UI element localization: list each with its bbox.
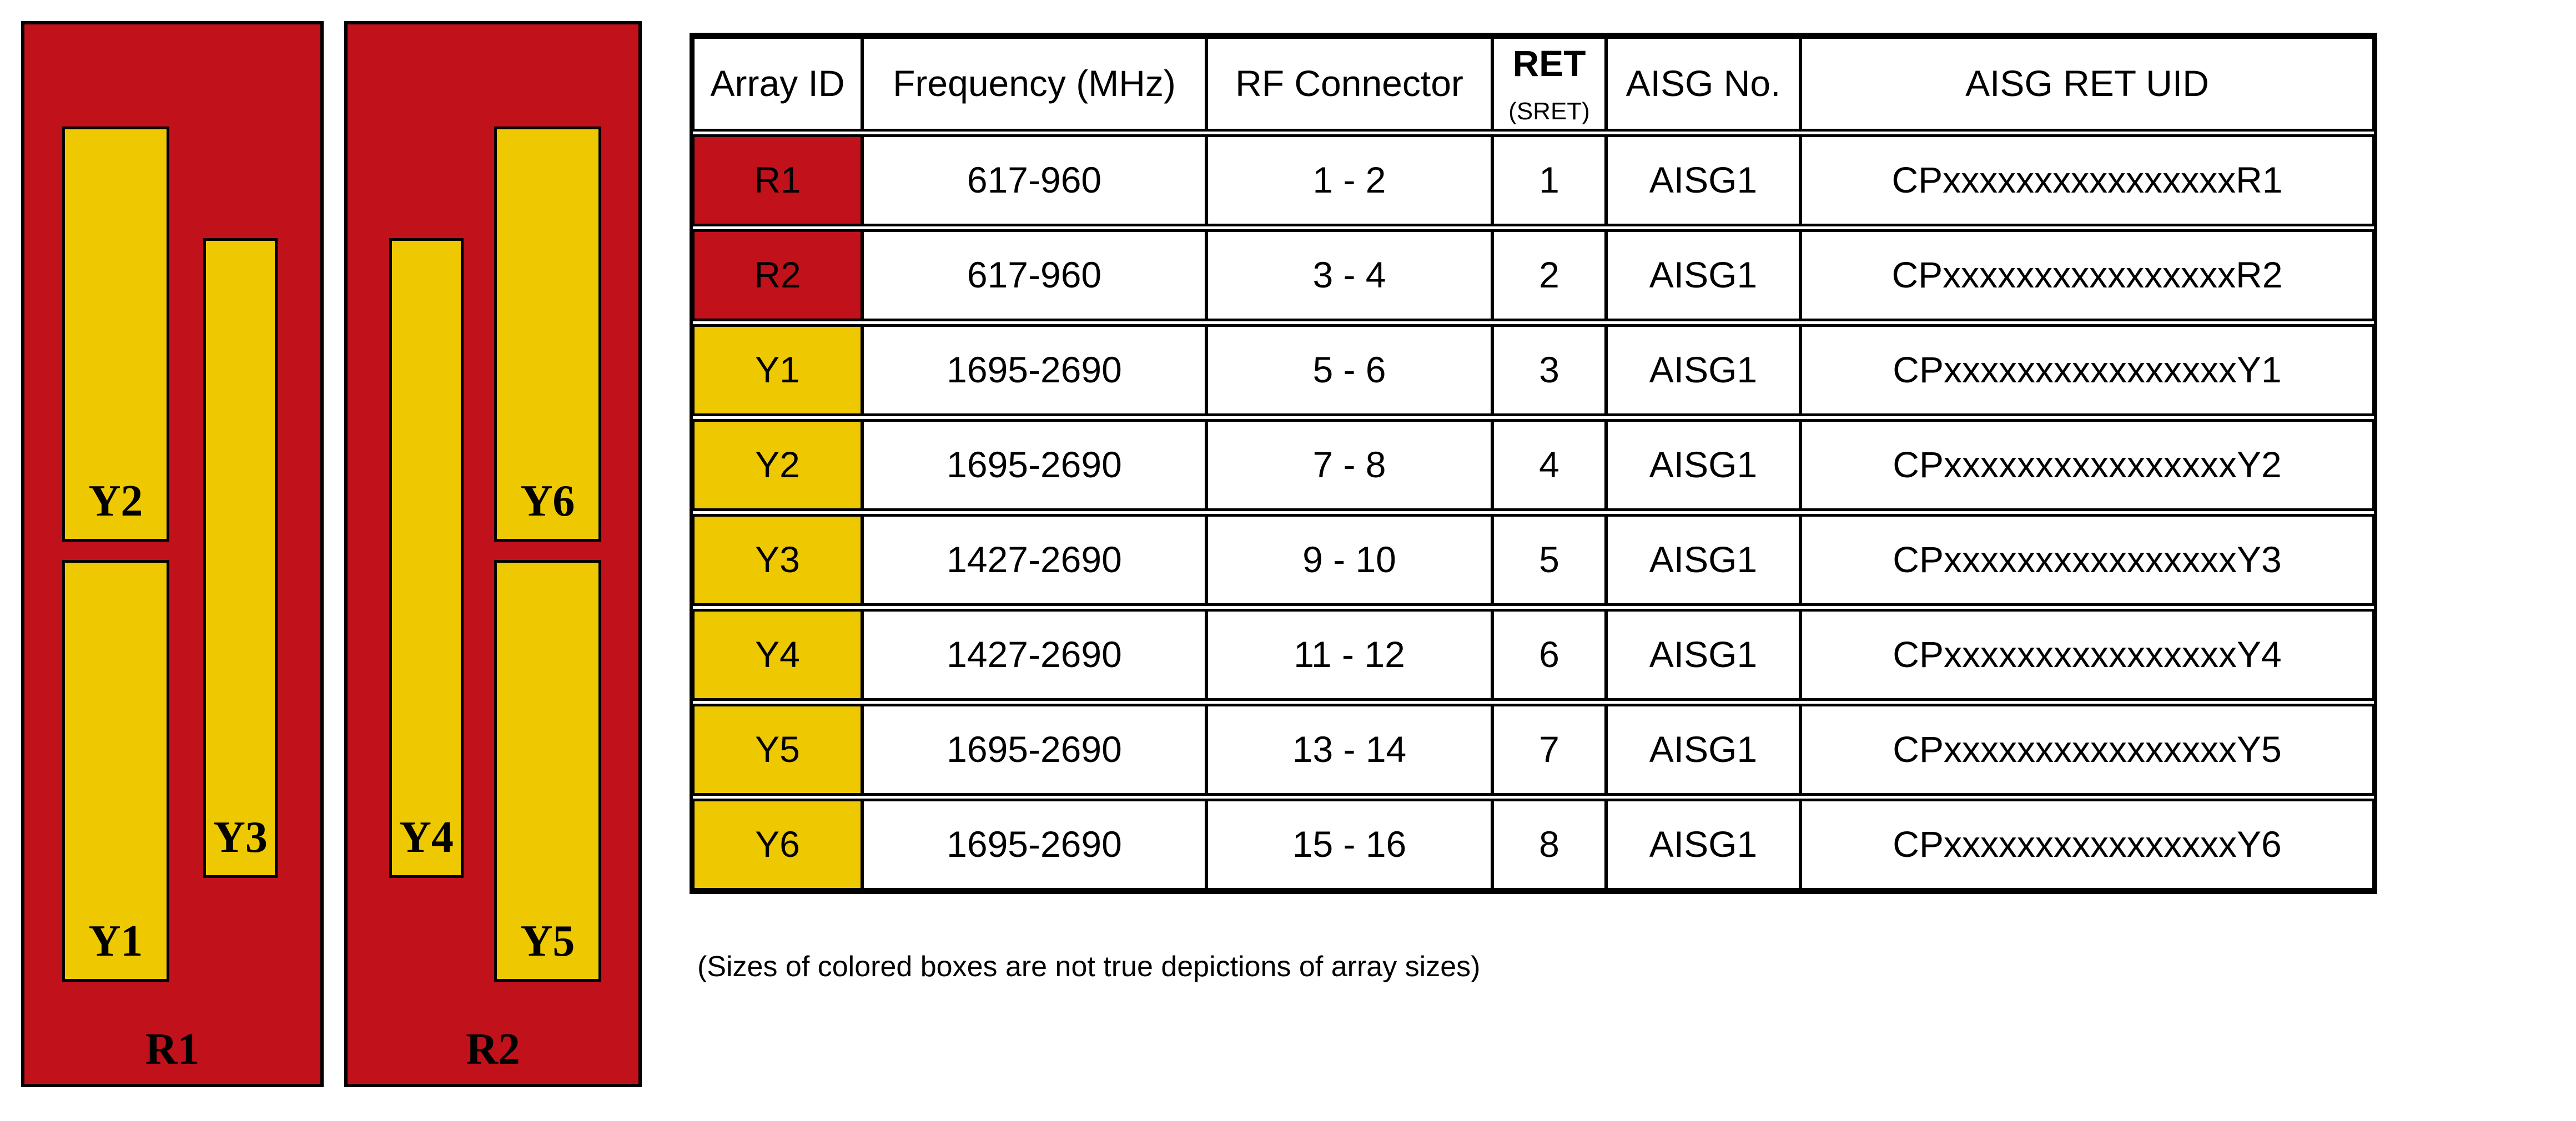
cell-aisg-ret-uid: CPxxxxxxxxxxxxxxxxY1: [1800, 324, 2374, 416]
array-box-y1: Y1: [62, 560, 169, 982]
cell-rf-connector: 1 - 2: [1206, 134, 1492, 226]
cell-aisg-ret-uid: CPxxxxxxxxxxxxxxxxR2: [1800, 229, 2374, 321]
cell-ret: 2: [1492, 229, 1606, 321]
cell-rf-connector: 9 - 10: [1206, 514, 1492, 606]
cell-array-id: R2: [693, 229, 862, 321]
cell-aisg-ret-uid: CPxxxxxxxxxxxxxxxxY6: [1800, 799, 2374, 891]
table-row-r2: R2 617-960 3 - 4 2 AISG1 CPxxxxxxxxxxxxx…: [693, 229, 2374, 321]
panel-r2-label: R2: [466, 1025, 520, 1074]
cell-aisg-no: AISG1: [1606, 704, 1800, 796]
table-row-y4: Y4 1427-2690 11 - 12 6 AISG1 CPxxxxxxxxx…: [693, 609, 2374, 701]
header-aisg-ret-uid: AISG RET UID: [1800, 36, 2374, 132]
cell-frequency: 617-960: [862, 229, 1206, 321]
header-frequency: Frequency (MHz): [862, 36, 1206, 132]
array-box-y6: Y6: [494, 127, 601, 542]
cell-aisg-ret-uid: CPxxxxxxxxxxxxxxxxY5: [1800, 704, 2374, 796]
cell-frequency: 1695-2690: [862, 704, 1206, 796]
cell-aisg-no: AISG1: [1606, 324, 1800, 416]
cell-aisg-no: AISG1: [1606, 514, 1800, 606]
table-header-row: Array ID Frequency (MHz) RF Connector RE…: [693, 36, 2374, 132]
cell-frequency: 617-960: [862, 134, 1206, 226]
table-row-y1: Y1 1695-2690 5 - 6 3 AISG1 CPxxxxxxxxxxx…: [693, 324, 2374, 416]
cell-rf-connector: 13 - 14: [1206, 704, 1492, 796]
cell-aisg-no: AISG1: [1606, 419, 1800, 511]
antenna-panel-r2: Y6 Y5 Y4 R2: [344, 21, 642, 1087]
array-box-y2-label: Y2: [88, 477, 143, 526]
header-ret-main: RET: [1512, 43, 1586, 84]
cell-rf-connector: 11 - 12: [1206, 609, 1492, 701]
size-disclaimer-footnote: (Sizes of colored boxes are not true dep…: [697, 951, 1481, 983]
cell-array-id: R1: [693, 134, 862, 226]
cell-aisg-ret-uid: CPxxxxxxxxxxxxxxxxY2: [1800, 419, 2374, 511]
table-row-y5: Y5 1695-2690 13 - 14 7 AISG1 CPxxxxxxxxx…: [693, 704, 2374, 796]
cell-rf-connector: 15 - 16: [1206, 799, 1492, 891]
table-row-y2: Y2 1695-2690 7 - 8 4 AISG1 CPxxxxxxxxxxx…: [693, 419, 2374, 511]
array-box-y6-label: Y6: [520, 477, 575, 526]
cell-array-id: Y4: [693, 609, 862, 701]
cell-aisg-no: AISG1: [1606, 134, 1800, 226]
antenna-panel-r1: Y2 Y1 Y3 R1: [21, 21, 324, 1087]
cell-ret: 1: [1492, 134, 1606, 226]
header-ret-sub: (SRET): [1508, 97, 1590, 125]
cell-frequency: 1427-2690: [862, 514, 1206, 606]
cell-ret: 7: [1492, 704, 1606, 796]
cell-aisg-ret-uid: CPxxxxxxxxxxxxxxxxY3: [1800, 514, 2374, 606]
cell-ret: 4: [1492, 419, 1606, 511]
cell-aisg-ret-uid: CPxxxxxxxxxxxxxxxxY4: [1800, 609, 2374, 701]
array-box-y5-label: Y5: [520, 917, 575, 966]
cell-frequency: 1695-2690: [862, 324, 1206, 416]
cell-rf-connector: 3 - 4: [1206, 229, 1492, 321]
array-box-y3: Y3: [203, 238, 278, 878]
cell-aisg-no: AISG1: [1606, 609, 1800, 701]
cell-frequency: 1695-2690: [862, 419, 1206, 511]
array-box-y2: Y2: [62, 127, 169, 542]
cell-aisg-no: AISG1: [1606, 229, 1800, 321]
array-spec-table: Array ID Frequency (MHz) RF Connector RE…: [690, 33, 2377, 894]
array-box-y3-label: Y3: [213, 813, 268, 862]
header-array-id: Array ID: [693, 36, 862, 132]
cell-ret: 5: [1492, 514, 1606, 606]
cell-array-id: Y6: [693, 799, 862, 891]
array-box-y1-label: Y1: [88, 917, 143, 966]
cell-rf-connector: 5 - 6: [1206, 324, 1492, 416]
panel-r1-label: R1: [145, 1025, 200, 1074]
cell-aisg-no: AISG1: [1606, 799, 1800, 891]
cell-ret: 8: [1492, 799, 1606, 891]
cell-array-id: Y5: [693, 704, 862, 796]
cell-array-id: Y3: [693, 514, 862, 606]
table-row-y3: Y3 1427-2690 9 - 10 5 AISG1 CPxxxxxxxxxx…: [693, 514, 2374, 606]
header-rf-connector: RF Connector: [1206, 36, 1492, 132]
header-ret: RET (SRET): [1492, 36, 1606, 132]
cell-array-id: Y1: [693, 324, 862, 416]
cell-aisg-ret-uid: CPxxxxxxxxxxxxxxxxR1: [1800, 134, 2374, 226]
cell-rf-connector: 7 - 8: [1206, 419, 1492, 511]
cell-ret: 6: [1492, 609, 1606, 701]
cell-frequency: 1427-2690: [862, 609, 1206, 701]
table-row-r1: R1 617-960 1 - 2 1 AISG1 CPxxxxxxxxxxxxx…: [693, 134, 2374, 226]
cell-array-id: Y2: [693, 419, 862, 511]
array-box-y4-label: Y4: [399, 813, 454, 862]
table-row-y6: Y6 1695-2690 15 - 16 8 AISG1 CPxxxxxxxxx…: [693, 799, 2374, 891]
array-box-y5: Y5: [494, 560, 601, 982]
cell-frequency: 1695-2690: [862, 799, 1206, 891]
cell-ret: 3: [1492, 324, 1606, 416]
array-box-y4: Y4: [389, 238, 464, 878]
header-aisg-no: AISG No.: [1606, 36, 1800, 132]
